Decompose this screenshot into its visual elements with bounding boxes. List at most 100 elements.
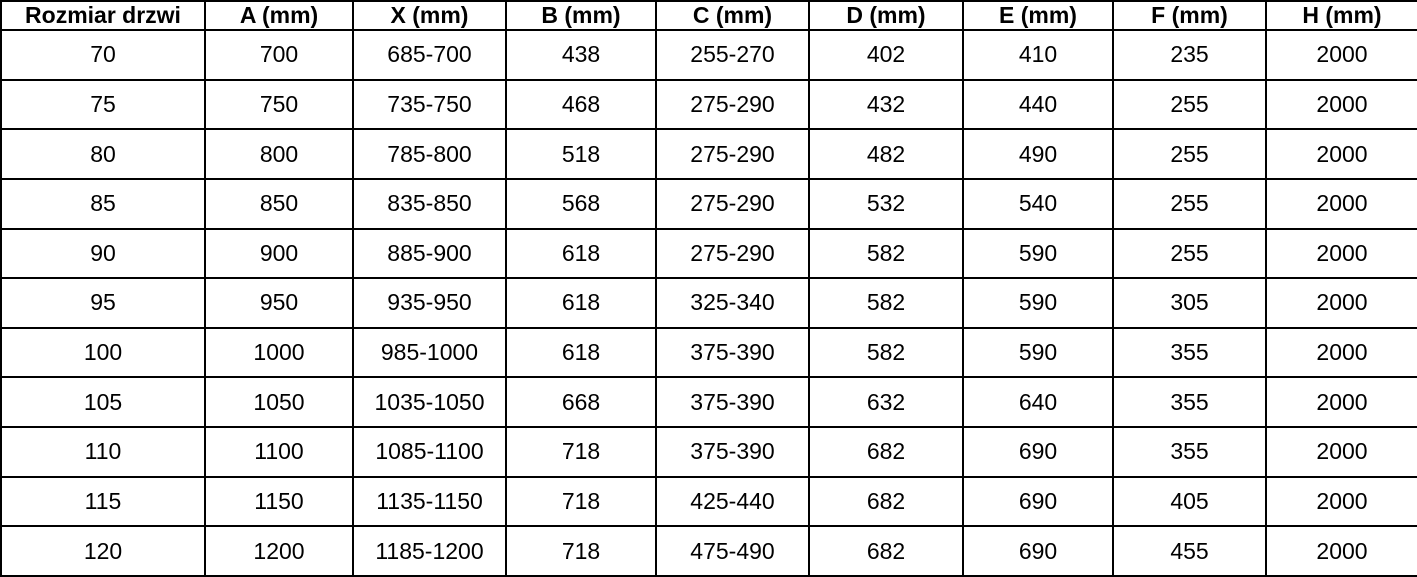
table-cell: 682 (808, 475, 964, 528)
table-cell: 490 (962, 128, 1114, 180)
table-cell: 885-900 (352, 227, 507, 280)
table-cell: 835-850 (352, 177, 507, 230)
column-header: E (mm) (962, 0, 1114, 31)
table-cell: 1000 (204, 326, 354, 379)
table-cell: 70 (0, 29, 206, 81)
table-row: Rozmiar drzwi A (mm) X (mm) B (mm) C (mm) D (… (0, 0, 1417, 31)
table-row: 95 950 935-950 618 325-340 582 590 305 2000 (0, 277, 1417, 329)
column-header: A (mm) (204, 0, 354, 31)
table-row: 70 700 685-700 438 255-270 402 410 235 2000 (0, 29, 1417, 81)
table-cell: 2000 (1265, 177, 1417, 230)
table-cell: 1100 (204, 426, 354, 478)
table-cell: 255-270 (655, 29, 810, 81)
table-cell: 468 (505, 78, 657, 131)
table-cell: 425-440 (655, 475, 810, 528)
table-cell: 590 (962, 326, 1114, 379)
table-cell: 718 (505, 525, 657, 577)
table-cell: 568 (505, 177, 657, 230)
table-cell: 355 (1112, 376, 1267, 428)
table-cell: 255 (1112, 128, 1267, 180)
table-cell: 1050 (204, 376, 354, 428)
table-cell: 475-490 (655, 525, 810, 577)
table-cell: 950 (204, 277, 354, 329)
table-cell: 1035-1050 (352, 376, 507, 428)
table-cell: 85 (0, 177, 206, 230)
table-cell: 80 (0, 128, 206, 180)
table-cell: 255 (1112, 177, 1267, 230)
table-cell: 1200 (204, 525, 354, 577)
table-row: 100 1000 985-1000 618 375-390 582 590 355 2000 (0, 326, 1417, 379)
table-cell: 275-290 (655, 177, 810, 230)
table-cell: 800 (204, 128, 354, 180)
table-cell: 1085-1100 (352, 426, 507, 478)
table-cell: 355 (1112, 326, 1267, 379)
table-cell: 275-290 (655, 128, 810, 180)
table-cell: 110 (0, 426, 206, 478)
table-cell: 582 (808, 227, 964, 280)
column-header: F (mm) (1112, 0, 1267, 31)
table-cell: 375-390 (655, 326, 810, 379)
table-cell: 2000 (1265, 326, 1417, 379)
column-header: Rozmiar drzwi (0, 0, 206, 31)
table-row: 75 750 735-750 468 275-290 432 440 255 2000 (0, 78, 1417, 131)
table-cell: 2000 (1265, 227, 1417, 280)
table-cell: 438 (505, 29, 657, 81)
column-header: B (mm) (505, 0, 657, 31)
table-row: 115 1150 1135-1150 718 425-440 682 690 405 2000 (0, 475, 1417, 528)
table-cell: 985-1000 (352, 326, 507, 379)
table-cell: 235 (1112, 29, 1267, 81)
table-cell: 100 (0, 326, 206, 379)
column-header: C (mm) (655, 0, 810, 31)
table-cell: 255 (1112, 78, 1267, 131)
table-cell: 518 (505, 128, 657, 180)
table-cell: 375-390 (655, 426, 810, 478)
table-cell: 682 (808, 426, 964, 478)
table-cell: 2000 (1265, 277, 1417, 329)
table-cell: 405 (1112, 475, 1267, 528)
table-row: 110 1100 1085-1100 718 375-390 682 690 355 2000 (0, 426, 1417, 478)
table-cell: 2000 (1265, 29, 1417, 81)
table-cell: 455 (1112, 525, 1267, 577)
table-cell: 275-290 (655, 78, 810, 131)
table-cell: 1185-1200 (352, 525, 507, 577)
table-cell: 1135-1150 (352, 475, 507, 528)
table-cell: 850 (204, 177, 354, 230)
table-cell: 255 (1112, 227, 1267, 280)
table-cell: 532 (808, 177, 964, 230)
table-cell: 440 (962, 78, 1114, 131)
table-header-row: Rozmiar drzwi A (mm) X (mm) B (mm) C (mm) D (… (0, 0, 1417, 31)
table-cell: 540 (962, 177, 1114, 230)
table-cell: 95 (0, 277, 206, 329)
table-cell: 618 (505, 277, 657, 329)
table-cell: 90 (0, 227, 206, 280)
table-cell: 482 (808, 128, 964, 180)
table-cell: 590 (962, 277, 1114, 329)
table-cell: 618 (505, 227, 657, 280)
table-cell: 432 (808, 78, 964, 131)
table-cell: 682 (808, 525, 964, 577)
table-cell: 410 (962, 29, 1114, 81)
table-cell: 690 (962, 475, 1114, 528)
table-row: 120 1200 1185-1200 718 475-490 682 690 455 2000 (0, 525, 1417, 577)
table-cell: 718 (505, 475, 657, 528)
table-cell: 690 (962, 426, 1114, 478)
table-cell: 355 (1112, 426, 1267, 478)
table-cell: 735-750 (352, 78, 507, 131)
column-header: H (mm) (1265, 0, 1417, 31)
table-cell: 718 (505, 426, 657, 478)
table-row: 105 1050 1035-1050 668 375-390 632 640 355 2000 (0, 376, 1417, 428)
table-row: 85 850 835-850 568 275-290 532 540 255 2000 (0, 177, 1417, 230)
table-cell: 120 (0, 525, 206, 577)
table-cell: 668 (505, 376, 657, 428)
column-header: D (mm) (808, 0, 964, 31)
table-cell: 590 (962, 227, 1114, 280)
table-cell: 750 (204, 78, 354, 131)
table-cell: 75 (0, 78, 206, 131)
table-cell: 618 (505, 326, 657, 379)
table-cell: 2000 (1265, 525, 1417, 577)
table-cell: 582 (808, 277, 964, 329)
table-cell: 2000 (1265, 128, 1417, 180)
table-cell: 2000 (1265, 78, 1417, 131)
table-cell: 2000 (1265, 426, 1417, 478)
